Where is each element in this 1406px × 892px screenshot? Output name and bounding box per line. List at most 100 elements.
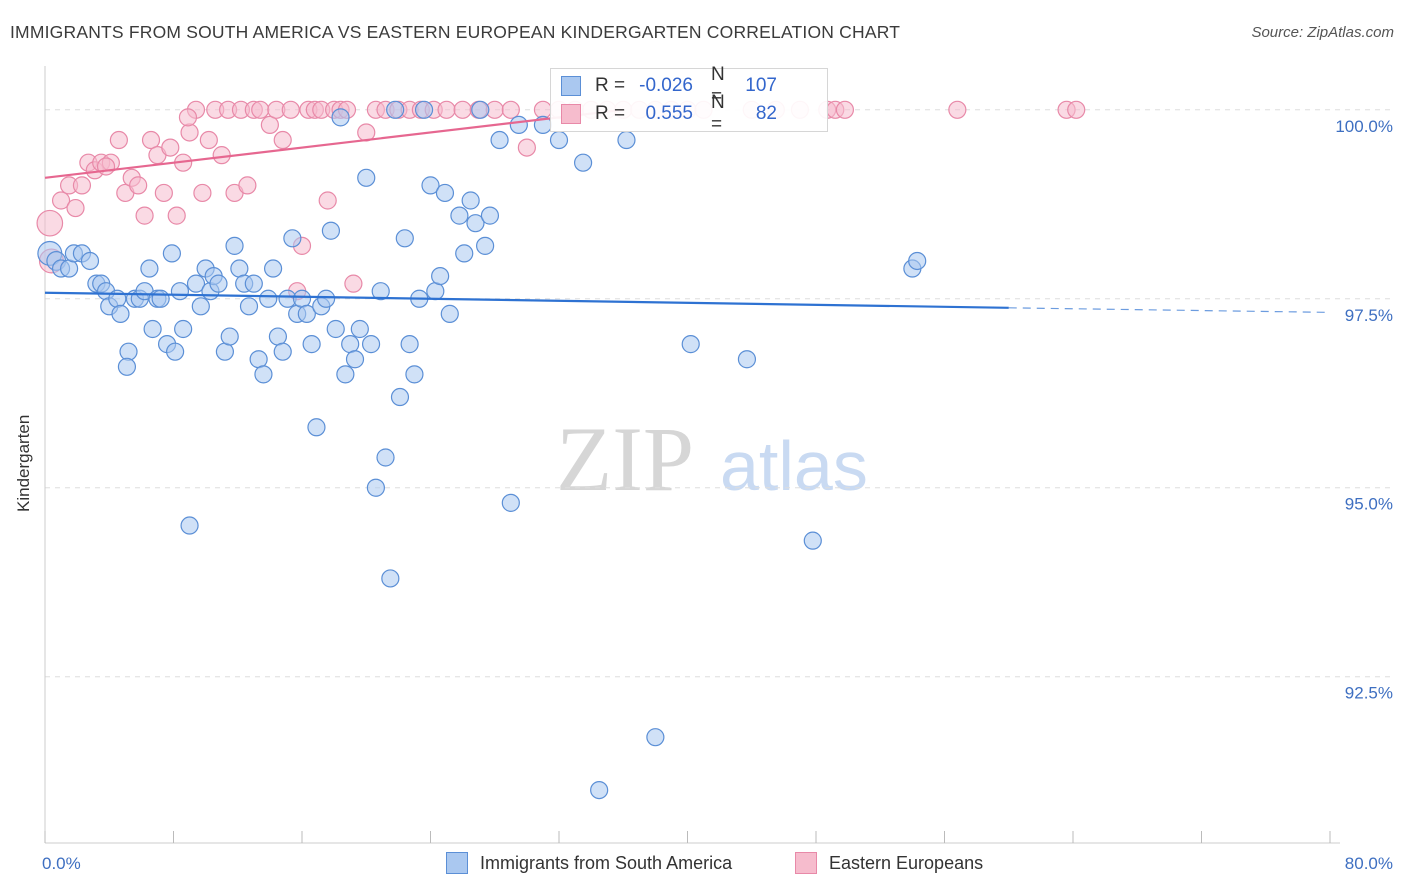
data-point <box>167 206 186 225</box>
pink-swatch <box>795 852 817 874</box>
data-point <box>199 130 218 150</box>
data-point <box>166 342 185 361</box>
data-point <box>154 183 173 203</box>
y-tick-label: 95.0% <box>1345 495 1393 514</box>
stats-legend: R = -0.026 N = 107 R = 0.555 N = 82 <box>550 64 828 135</box>
data-point <box>341 335 360 354</box>
axes <box>44 66 1340 844</box>
data-point <box>51 191 71 210</box>
n-label: N = <box>711 92 725 135</box>
data-point <box>326 319 345 339</box>
legend-item-south-america[interactable]: Immigrants from South America <box>446 852 732 874</box>
data-point <box>263 259 283 278</box>
data-point <box>174 319 193 339</box>
data-point <box>230 259 249 278</box>
data-point <box>549 130 569 150</box>
data-point <box>292 289 312 308</box>
data-point <box>72 176 92 195</box>
x-tick-label: 80.0% <box>1345 854 1393 873</box>
data-point <box>162 244 181 263</box>
trend-lines <box>44 108 1331 313</box>
data-point <box>480 206 500 225</box>
series-legend: Immigrants from South America Eastern Eu… <box>0 852 1406 878</box>
n-label: N = <box>711 64 725 107</box>
data-point <box>345 350 365 369</box>
data-point <box>1067 100 1086 119</box>
data-point <box>135 206 154 225</box>
data-point <box>395 229 414 248</box>
data-point <box>281 100 300 119</box>
data-point <box>617 130 636 150</box>
south-america-points <box>37 100 927 800</box>
data-point <box>318 191 337 210</box>
r-value: -0.026 <box>639 75 693 96</box>
data-point <box>331 108 350 127</box>
data-point <box>273 342 292 361</box>
data-point <box>254 365 273 384</box>
data-point <box>455 244 474 263</box>
y-tick-label: 100.0% <box>1335 117 1393 136</box>
data-point <box>109 130 128 150</box>
data-point <box>437 100 456 119</box>
data-point <box>36 209 64 237</box>
data-point <box>426 282 445 301</box>
data-point <box>119 342 138 361</box>
data-point <box>344 274 363 293</box>
data-point <box>66 198 85 218</box>
data-point <box>350 319 369 339</box>
data-point <box>361 335 381 354</box>
data-point <box>273 130 292 150</box>
data-point <box>681 335 700 354</box>
data-point <box>948 100 967 119</box>
data-point <box>251 100 270 119</box>
data-point <box>646 728 665 747</box>
data-point <box>440 304 459 323</box>
data-point <box>238 176 257 195</box>
blue-swatch <box>561 76 581 96</box>
data-point <box>111 304 130 323</box>
data-point <box>59 259 79 278</box>
data-point <box>212 146 231 165</box>
legend-item-eastern-europeans[interactable]: Eastern Europeans <box>795 852 983 874</box>
data-point <box>476 236 495 255</box>
n-value: 107 <box>745 75 777 96</box>
data-point <box>366 478 385 497</box>
data-point <box>336 365 355 384</box>
data-point <box>260 115 279 135</box>
data-point <box>170 282 190 301</box>
eastern-europeans-trend-line <box>44 108 624 179</box>
legend-label: Eastern Europeans <box>829 852 984 873</box>
data-point <box>297 304 316 323</box>
data-point <box>461 191 480 210</box>
data-point <box>386 100 405 119</box>
data-point <box>151 289 170 308</box>
watermark-atlas: atlas <box>720 427 868 505</box>
data-point <box>225 236 244 255</box>
n-value: 82 <box>755 103 777 124</box>
data-point <box>501 493 520 512</box>
data-point <box>471 100 490 119</box>
pink-swatch <box>561 104 581 124</box>
data-point <box>803 531 822 550</box>
data-point <box>249 350 268 369</box>
data-point <box>517 138 536 157</box>
data-point <box>180 516 199 535</box>
legend-label: Immigrants from South America <box>480 852 733 873</box>
data-point <box>390 387 410 407</box>
data-point <box>215 342 234 361</box>
x-tick-labels: 0.0% 80.0% <box>42 854 1393 873</box>
data-point <box>129 176 148 195</box>
data-point <box>161 138 180 157</box>
data-point <box>283 229 302 248</box>
data-point <box>908 251 927 271</box>
data-point <box>466 214 485 233</box>
data-point <box>307 418 326 437</box>
data-point <box>509 115 528 135</box>
data-point <box>590 780 609 800</box>
data-point <box>414 100 434 119</box>
data-point <box>193 183 212 203</box>
data-point <box>268 327 288 346</box>
data-point <box>376 448 395 467</box>
chart-source: Source: ZipAtlas.com <box>1251 24 1394 41</box>
